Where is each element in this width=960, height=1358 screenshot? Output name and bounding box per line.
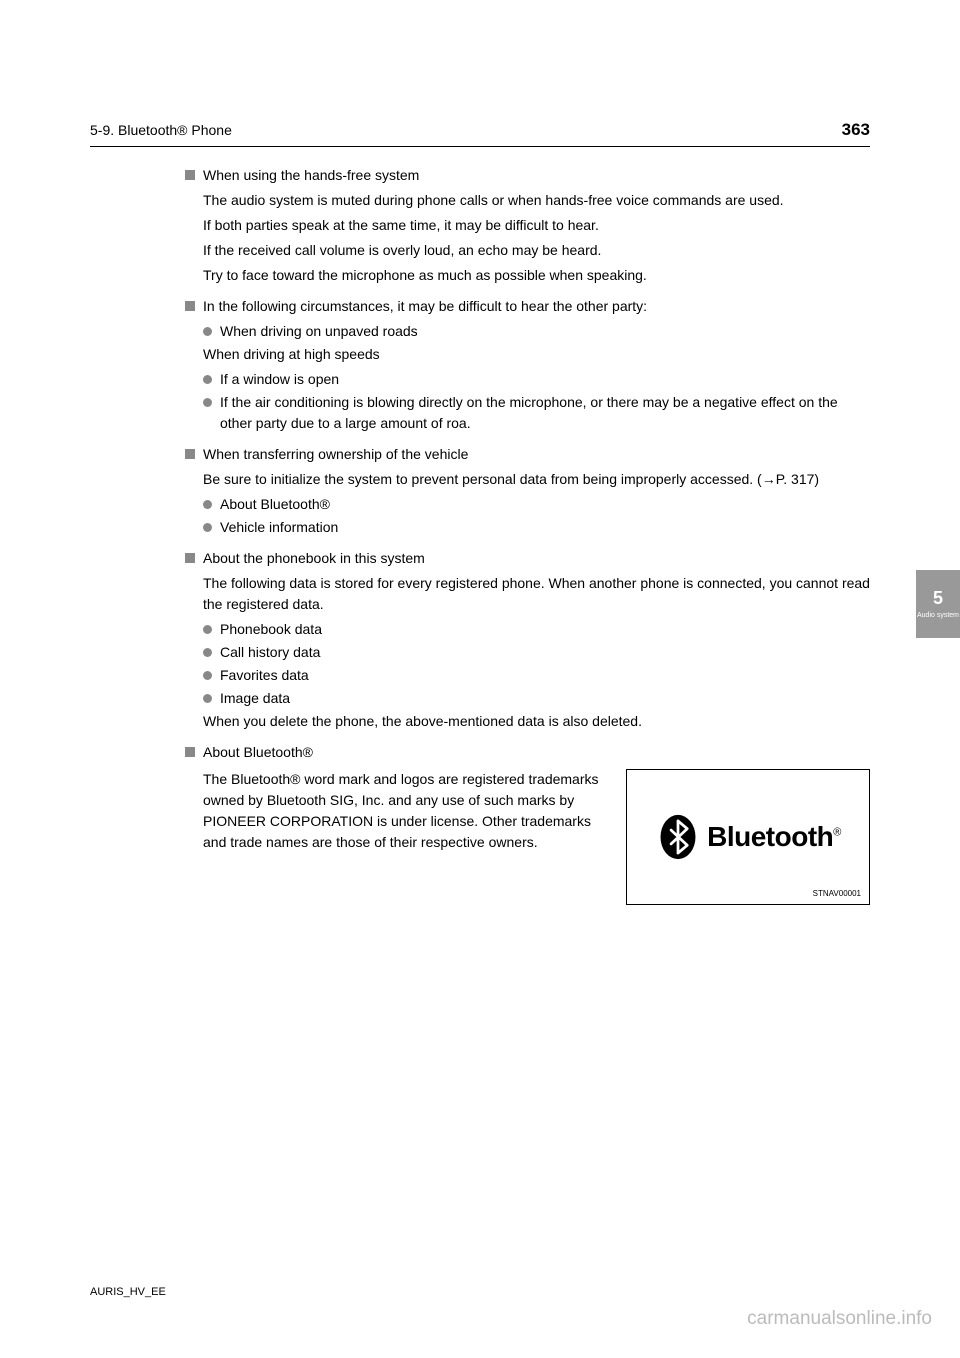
bullet-text: If the air conditioning is blowing direc… (220, 392, 870, 434)
chapter-number: 5 (933, 588, 943, 610)
page-header: 5-9. Bluetooth® Phone 363 (90, 120, 870, 147)
bluetooth-image-code: STNAV00001 (813, 888, 861, 900)
bullet-text: Image data (220, 688, 870, 709)
round-bullet-icon (203, 671, 212, 680)
footer-model-code: AURIS_HV_EE (90, 1286, 166, 1298)
round-bullet-icon (203, 500, 212, 509)
bullet-text: Favorites data (220, 665, 870, 686)
bluetooth-icon (655, 814, 701, 860)
bluetooth-trademark-text: The Bluetooth® word mark and logos are r… (203, 769, 608, 905)
round-bullet-icon (203, 648, 212, 657)
bullet-text: About Bluetooth® (220, 494, 870, 515)
bullet-text: If a window is open (220, 369, 870, 390)
heading-text: About the phonebook in this system (203, 548, 870, 569)
body-text: Be sure to initialize the system to prev… (203, 469, 870, 490)
footer-watermark: carmanualsonline.info (747, 1308, 932, 1330)
square-bullet-icon (185, 449, 195, 459)
heading-text: About Bluetooth® (203, 742, 870, 763)
bluetooth-logo-box: Bluetooth® STNAV00001 (626, 769, 870, 905)
round-bullet-icon (203, 523, 212, 532)
round-bullet-icon (203, 694, 212, 703)
main-content: When using the hands-free system The aud… (90, 165, 870, 905)
section-title: 5-9. Bluetooth® Phone (90, 122, 232, 138)
bullet-text: When driving on unpaved roads (220, 321, 870, 342)
heading-text: When using the hands-free system (203, 165, 870, 186)
body-text: Try to face toward the microphone as muc… (203, 265, 870, 286)
round-bullet-icon (203, 327, 212, 336)
body-text: The following data is stored for every r… (203, 573, 870, 615)
round-bullet-icon (203, 375, 212, 384)
square-bullet-icon (185, 170, 195, 180)
bullet-text: Phonebook data (220, 619, 870, 640)
body-text: The audio system is muted during phone c… (203, 190, 870, 211)
body-text: When you delete the phone, the above-men… (203, 711, 870, 732)
heading-text: In the following circumstances, it may b… (203, 296, 870, 317)
chapter-tab: 5 Audio system (916, 570, 960, 638)
body-text: If the received call volume is overly lo… (203, 240, 870, 261)
round-bullet-icon (203, 398, 212, 407)
chapter-label: Audio system (917, 612, 959, 620)
square-bullet-icon (185, 553, 195, 563)
bullet-text: Vehicle information (220, 517, 870, 538)
bullet-text: Call history data (220, 642, 870, 663)
body-text: If both parties speak at the same time, … (203, 215, 870, 236)
round-bullet-icon (203, 625, 212, 634)
heading-text: When transferring ownership of the vehic… (203, 444, 870, 465)
square-bullet-icon (185, 301, 195, 311)
square-bullet-icon (185, 747, 195, 757)
bluetooth-wordmark: Bluetooth® (707, 816, 841, 858)
body-text: When driving at high speeds (203, 344, 870, 365)
page-number: 363 (842, 120, 870, 140)
